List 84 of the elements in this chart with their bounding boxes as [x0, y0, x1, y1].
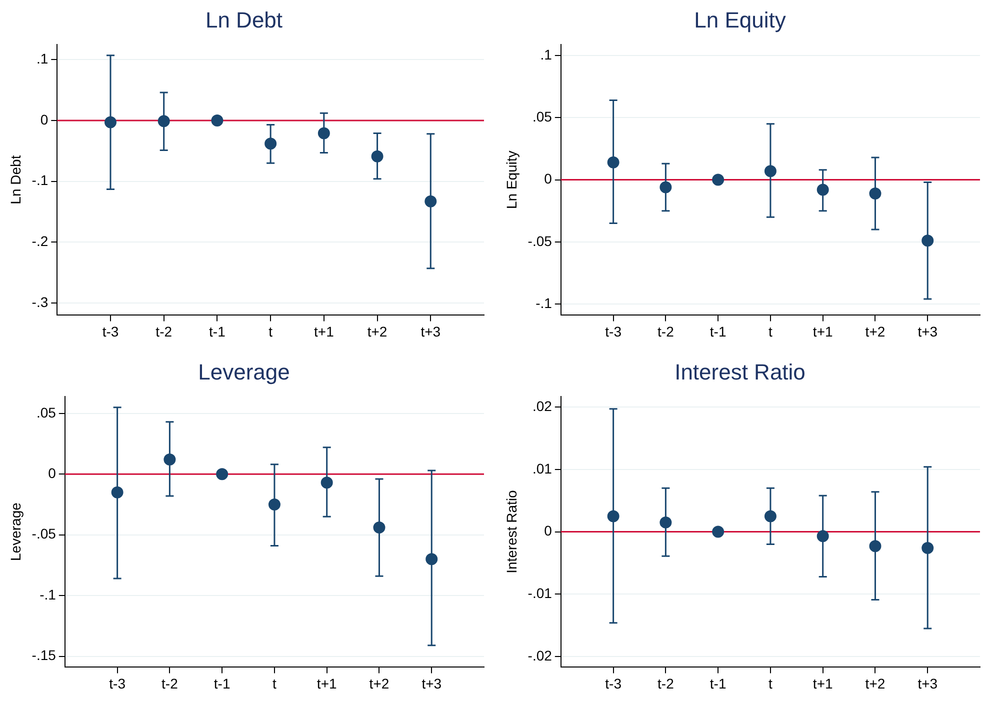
y-tick-label: -.3	[32, 294, 48, 310]
x-tick-label: t+1	[314, 323, 334, 340]
y-tick-label: .1	[36, 50, 48, 66]
point	[764, 510, 776, 522]
point	[712, 174, 724, 186]
y-tick-label: .05	[36, 404, 56, 420]
x-tick-label: t	[268, 323, 273, 340]
point	[268, 498, 280, 510]
x-tick-label: t	[768, 323, 773, 340]
point	[373, 522, 386, 534]
y-tick-label: -.05	[32, 526, 56, 542]
y-tick-label: .01	[532, 460, 552, 476]
y-tick-label: -.1	[40, 586, 56, 602]
y-tick-label: -.15	[32, 647, 56, 664]
y-axis-title: Leverage	[7, 502, 24, 561]
point	[764, 165, 776, 178]
chart-title: Interest Ratio	[674, 359, 806, 384]
x-tick-label: t	[272, 675, 277, 692]
y-tick-label: 0	[544, 170, 552, 187]
x-tick-label: t+1	[316, 675, 337, 692]
x-tick-label: t-1	[710, 675, 726, 692]
x-tick-label: t	[768, 675, 773, 692]
chart-title: Ln Debt	[205, 7, 283, 32]
y-tick-label: -.2	[32, 233, 48, 250]
point	[922, 234, 934, 247]
point	[869, 187, 882, 200]
y-axis-title: Ln Equity	[503, 150, 520, 209]
point	[816, 184, 829, 196]
point	[264, 138, 277, 150]
point	[922, 542, 934, 554]
y-tick-label: 0	[48, 464, 56, 481]
point	[712, 526, 724, 538]
point	[158, 115, 170, 128]
x-tick-label: t-2	[658, 675, 674, 692]
point	[104, 116, 116, 128]
point	[216, 468, 228, 480]
y-tick-label: .02	[532, 398, 552, 414]
x-tick-label: t+3	[420, 323, 441, 340]
x-tick-label: t-3	[102, 323, 119, 340]
chart-title: Leverage	[198, 359, 290, 384]
y-tick-label: -.1	[32, 172, 48, 188]
y-tick-label: -.05	[528, 232, 552, 249]
point	[660, 516, 672, 528]
y-axis-title: Ln Debt	[7, 155, 24, 204]
x-tick-label: t+3	[422, 675, 442, 692]
point	[164, 454, 176, 466]
point	[816, 530, 829, 542]
chart-title: Ln Equity	[694, 7, 786, 32]
x-tick-label: t+3	[918, 675, 938, 692]
x-tick-label: t-3	[605, 323, 622, 340]
y-tick-label: 0	[544, 522, 552, 539]
x-tick-label: t+3	[918, 323, 938, 340]
x-tick-label: t+2	[865, 675, 886, 692]
point	[426, 553, 438, 566]
point	[660, 181, 672, 194]
x-tick-label: t+1	[812, 323, 833, 340]
point	[371, 150, 384, 162]
y-tick-label: -.02	[528, 647, 552, 664]
point	[607, 510, 620, 522]
x-tick-label: t-2	[658, 323, 674, 340]
x-tick-label: t-3	[109, 675, 126, 692]
y-tick-label: .1	[540, 46, 552, 62]
point	[869, 540, 882, 552]
point	[424, 195, 437, 208]
point	[211, 114, 224, 126]
point	[111, 486, 124, 498]
x-tick-label: t-2	[162, 675, 178, 692]
x-tick-label: t+2	[369, 675, 390, 692]
x-tick-label: t-1	[214, 675, 230, 692]
point	[318, 127, 330, 140]
x-tick-label: t-3	[605, 675, 622, 692]
x-tick-label: t-1	[710, 323, 726, 340]
x-tick-label: t-1	[209, 323, 226, 340]
y-tick-label: .05	[532, 108, 552, 125]
point	[607, 156, 620, 168]
y-axis-title: Interest Ratio	[503, 490, 520, 574]
y-tick-label: 0	[40, 111, 48, 128]
point	[320, 476, 333, 489]
y-tick-label: -.01	[528, 585, 552, 602]
x-tick-label: t+2	[367, 323, 388, 340]
x-tick-label: t+2	[865, 323, 886, 340]
y-tick-label: -.1	[536, 294, 552, 311]
x-tick-label: t-2	[156, 323, 172, 340]
x-tick-label: t+1	[812, 675, 833, 692]
